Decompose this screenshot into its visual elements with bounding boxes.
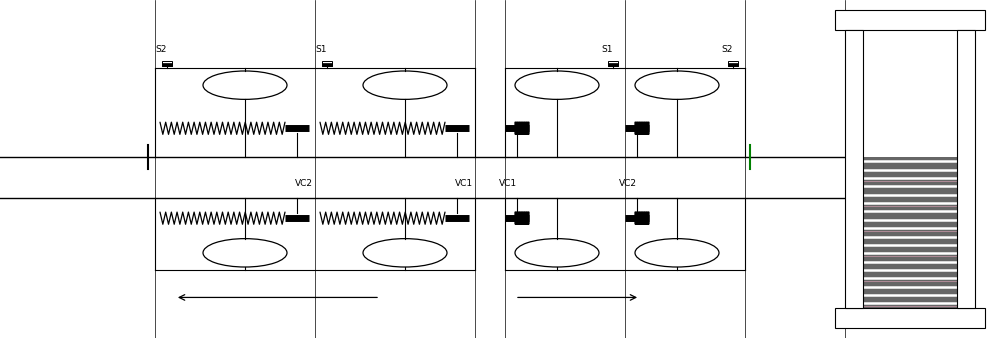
Bar [162,61,172,66]
Text: S1: S1 [315,45,326,54]
Bar [835,10,985,30]
Bar [728,63,738,66]
Text: S1: S1 [601,45,612,54]
Bar [835,308,985,328]
Bar [863,30,957,157]
Bar [957,30,975,308]
Bar [608,61,618,66]
Text: VC1: VC1 [455,179,473,188]
Text: S2: S2 [721,45,732,54]
Bar [162,63,172,66]
Bar [322,63,332,66]
Text: S2: S2 [155,45,166,54]
Text: VC2: VC2 [295,179,313,188]
Bar [845,30,863,308]
Text: VC2: VC2 [619,179,637,188]
Bar [608,63,618,66]
Bar [728,61,738,66]
Bar [322,61,332,66]
Text: VC1: VC1 [499,179,517,188]
Bar [863,157,957,308]
